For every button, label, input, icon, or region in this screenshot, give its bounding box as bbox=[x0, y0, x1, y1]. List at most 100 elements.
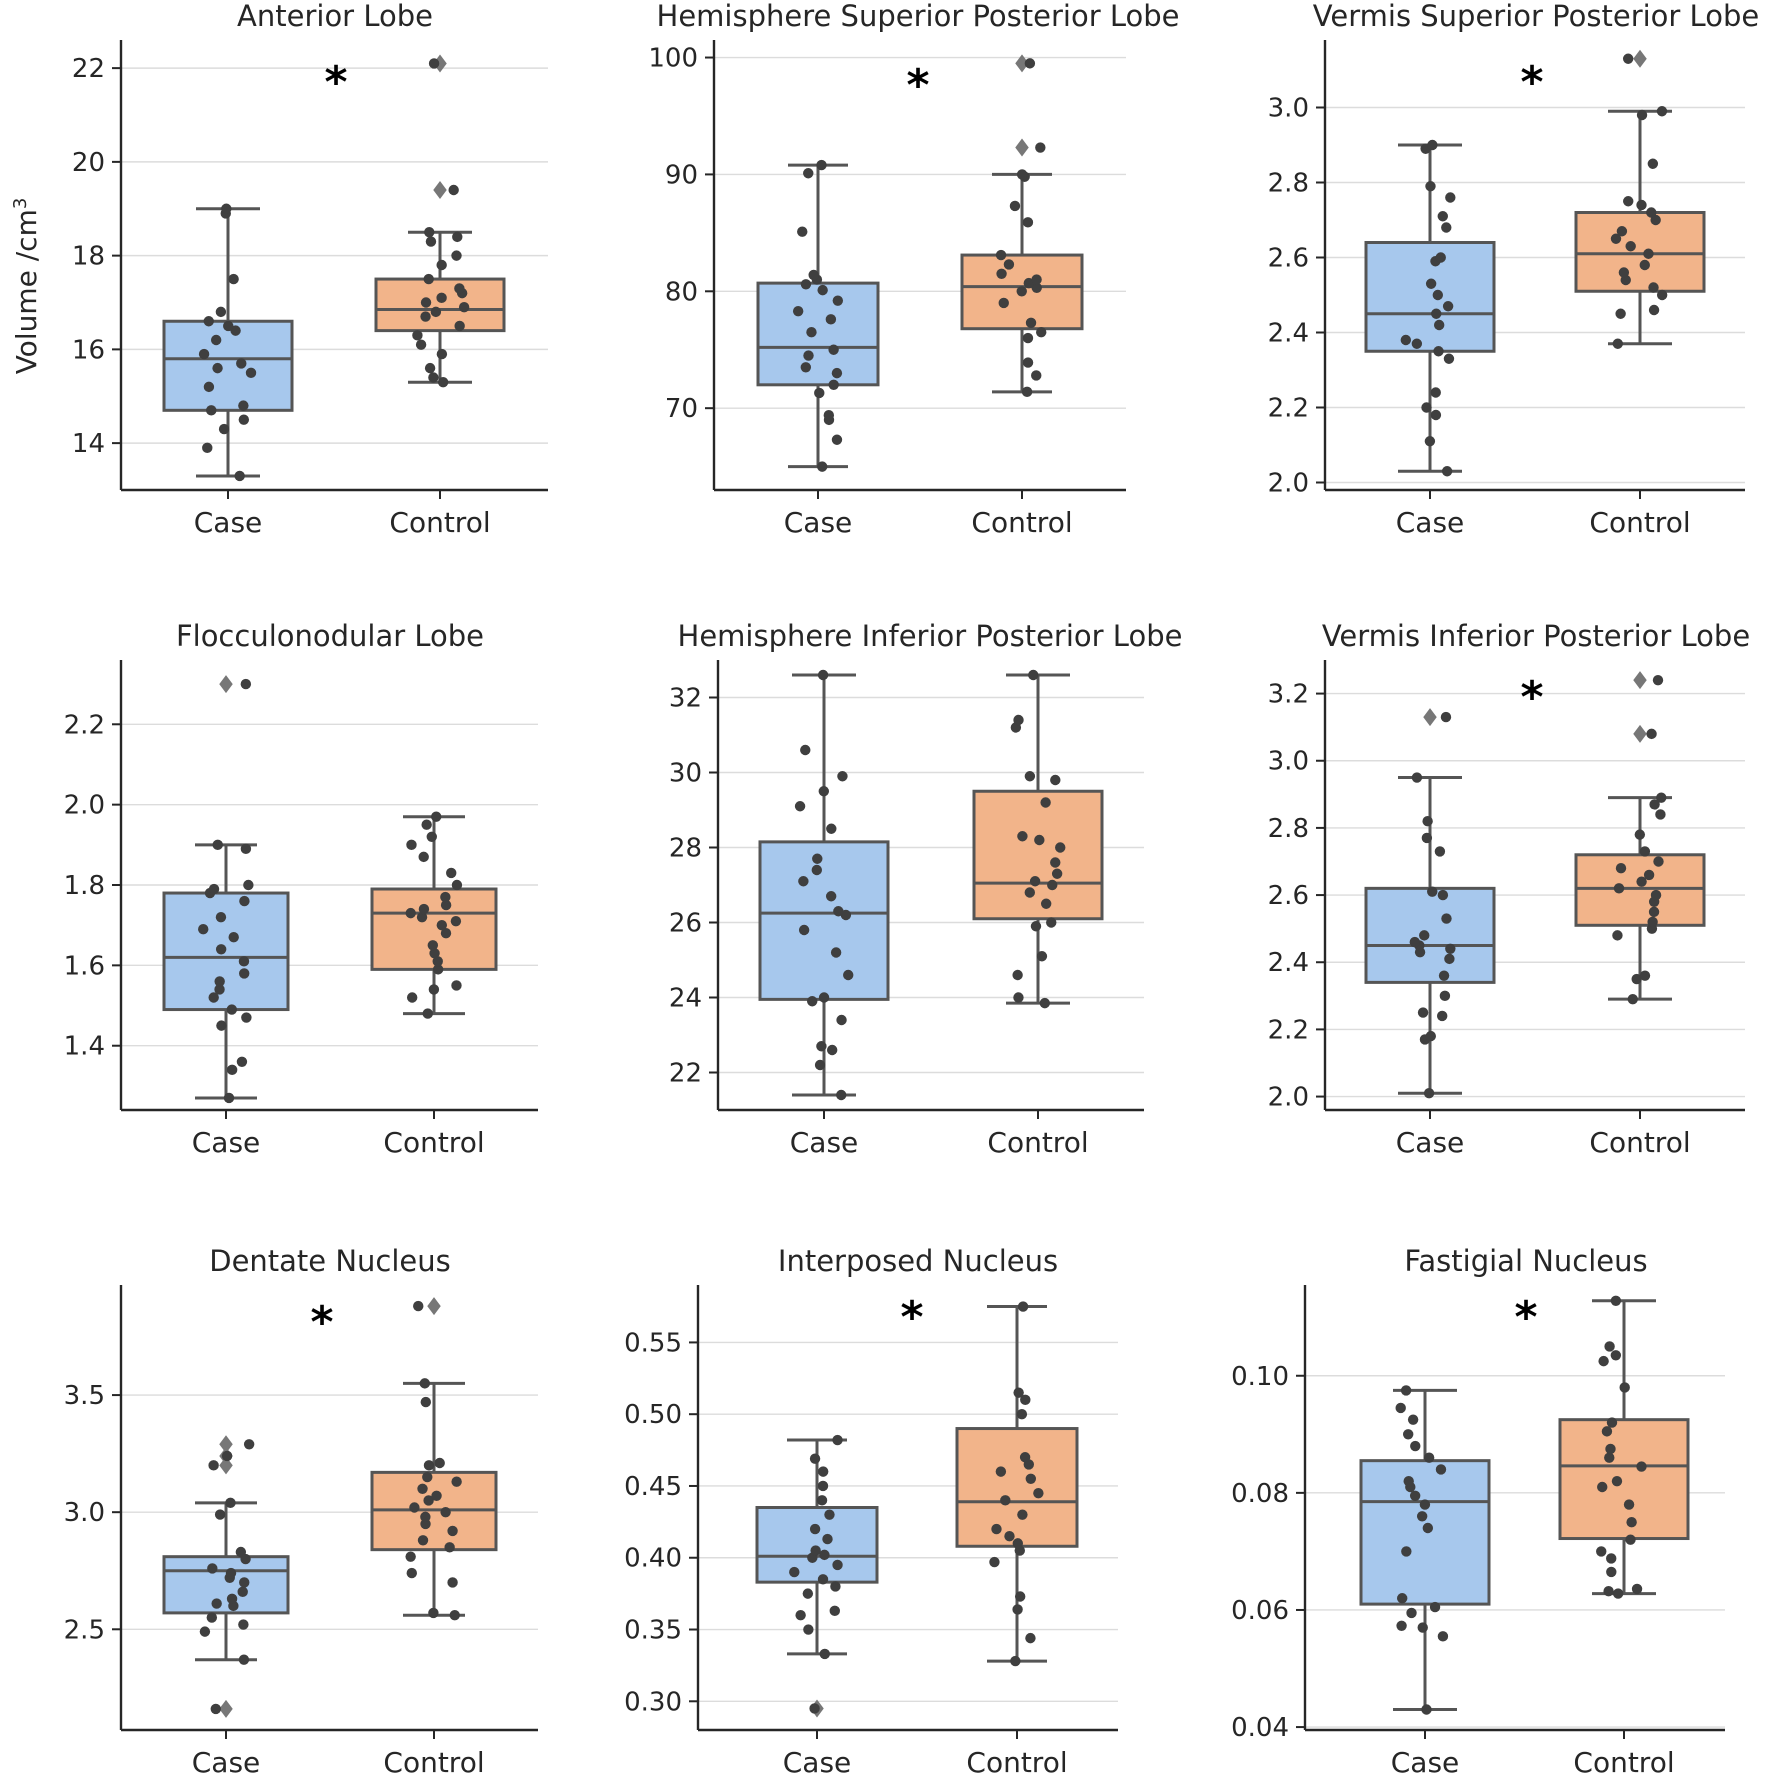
data-point bbox=[819, 1648, 830, 1660]
data-point bbox=[817, 1466, 829, 1477]
data-point bbox=[1434, 846, 1446, 857]
y-tick-label: 2.2 bbox=[64, 710, 105, 740]
data-point bbox=[1022, 217, 1034, 228]
data-point bbox=[1622, 53, 1634, 64]
data-point bbox=[818, 786, 830, 797]
data-point bbox=[1427, 139, 1438, 151]
data-point bbox=[1647, 158, 1659, 169]
y-tick-label: 70 bbox=[665, 394, 698, 424]
box-case bbox=[1364, 241, 1496, 353]
data-point bbox=[417, 1535, 429, 1546]
y-tick-label: 16 bbox=[72, 335, 105, 365]
data-point bbox=[1439, 990, 1451, 1002]
data-point bbox=[243, 879, 254, 891]
data-point bbox=[226, 1064, 238, 1076]
data-point bbox=[1648, 906, 1660, 918]
data-point bbox=[818, 992, 830, 1003]
y-tick-label: 3.0 bbox=[1268, 747, 1309, 777]
x-tick-label: Case bbox=[192, 1126, 261, 1159]
data-point bbox=[416, 911, 428, 923]
x-tick-label: Control bbox=[1589, 506, 1690, 539]
data-point bbox=[424, 226, 435, 238]
chart-title: Vermis Inferior Posterior Lobe bbox=[1322, 619, 1750, 653]
data-point bbox=[817, 1480, 829, 1492]
data-point bbox=[245, 367, 257, 379]
data-point bbox=[208, 883, 220, 895]
data-point bbox=[816, 1495, 828, 1506]
data-point bbox=[436, 292, 447, 304]
data-point bbox=[998, 297, 1009, 309]
x-tick-label: Control bbox=[383, 1126, 484, 1159]
y-tick-label: 1.4 bbox=[64, 1032, 105, 1062]
outlier-marker bbox=[1633, 724, 1647, 743]
data-point bbox=[836, 1014, 847, 1026]
data-point bbox=[1013, 714, 1024, 726]
data-point bbox=[239, 895, 250, 907]
outlier-marker bbox=[219, 675, 233, 694]
significance-star: * bbox=[900, 1292, 923, 1343]
data-point bbox=[420, 311, 431, 322]
data-point bbox=[1009, 200, 1021, 212]
data-point bbox=[830, 1581, 841, 1592]
box-control bbox=[1558, 1418, 1690, 1541]
y-tick-label: 3.0 bbox=[1268, 94, 1309, 124]
data-point bbox=[1407, 1414, 1419, 1425]
x-tick-label: Control bbox=[1589, 1126, 1690, 1159]
data-point bbox=[792, 305, 804, 317]
data-point bbox=[817, 1574, 829, 1585]
data-point bbox=[807, 996, 818, 1007]
data-point bbox=[237, 1586, 248, 1598]
data-point bbox=[1612, 1588, 1624, 1599]
data-point bbox=[1603, 1586, 1614, 1597]
data-point bbox=[206, 1612, 218, 1623]
data-point bbox=[1039, 997, 1051, 1009]
data-point bbox=[405, 907, 416, 919]
chart-panel: Fastigial Nucleus 0.04 0.06 0.08 0.10 Case Con… bbox=[1231, 1244, 1725, 1779]
data-point bbox=[1616, 226, 1628, 237]
data-point bbox=[829, 1605, 840, 1617]
data-point bbox=[428, 372, 439, 383]
data-point bbox=[1643, 869, 1655, 881]
data-point bbox=[1612, 338, 1623, 349]
x-tick-label: Case bbox=[783, 1746, 852, 1779]
data-point bbox=[1411, 772, 1423, 783]
data-point bbox=[423, 1460, 435, 1471]
y-tick-label: 0.50 bbox=[624, 1400, 682, 1430]
y-tick-label: 0.10 bbox=[1231, 1362, 1289, 1392]
data-point bbox=[837, 771, 848, 782]
data-point bbox=[1411, 338, 1423, 349]
significance-star: * bbox=[1514, 1292, 1537, 1343]
data-point bbox=[1422, 815, 1433, 827]
data-point bbox=[210, 1703, 221, 1715]
data-point bbox=[1643, 248, 1654, 259]
data-point bbox=[817, 461, 828, 472]
data-point bbox=[1016, 286, 1027, 297]
y-tick-label: 2.0 bbox=[64, 791, 105, 821]
data-point bbox=[1604, 1452, 1615, 1463]
data-point bbox=[1402, 1429, 1414, 1440]
y-tick-label: 28 bbox=[669, 834, 702, 864]
data-point bbox=[1636, 1461, 1647, 1472]
data-point bbox=[1421, 1704, 1432, 1715]
data-point bbox=[405, 1551, 416, 1562]
data-point bbox=[1012, 1538, 1023, 1549]
data-point bbox=[1612, 930, 1623, 941]
data-point bbox=[203, 381, 215, 393]
y-tick-label: 0.40 bbox=[624, 1544, 682, 1574]
data-point bbox=[1031, 370, 1042, 381]
data-point bbox=[238, 956, 250, 967]
data-point bbox=[1416, 1511, 1428, 1522]
y-tick-label: 100 bbox=[648, 44, 698, 74]
data-point bbox=[1419, 1499, 1431, 1510]
y-tick-label: 80 bbox=[665, 277, 698, 307]
y-tick-label: 0.35 bbox=[624, 1616, 682, 1646]
chart-panel: Hemisphere Superior Posterior Lobe 70 80 90… bbox=[648, 0, 1179, 539]
y-tick-label: 2.4 bbox=[1268, 319, 1309, 349]
data-point bbox=[214, 984, 225, 995]
significance-star: * bbox=[310, 1297, 333, 1348]
data-point bbox=[1650, 214, 1661, 226]
y-tick-label: 0.08 bbox=[1231, 1479, 1289, 1509]
data-point bbox=[836, 1089, 847, 1101]
data-point bbox=[1030, 921, 1042, 932]
data-point bbox=[198, 923, 209, 935]
